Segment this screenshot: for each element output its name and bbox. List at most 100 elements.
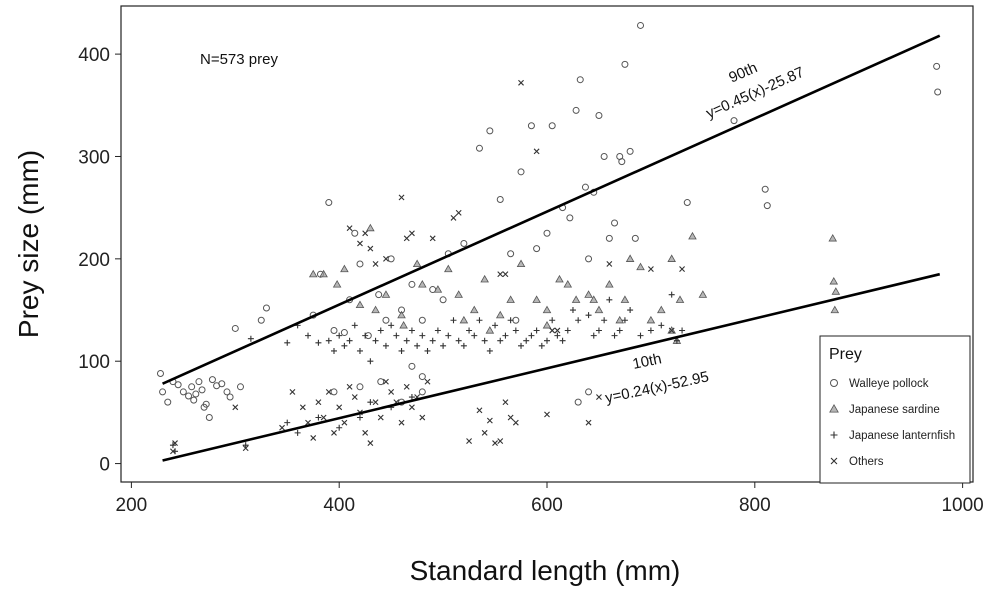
point-japanese-sardine	[340, 264, 349, 273]
point-others	[383, 255, 389, 262]
point-japanese-lanternfish	[559, 337, 566, 344]
point-japanese-lanternfish	[367, 358, 374, 365]
point-walleye-pollock	[460, 239, 468, 247]
point-others	[668, 327, 675, 334]
point-japanese-lanternfish	[518, 342, 525, 349]
point-japanese-lanternfish	[388, 322, 395, 329]
point-japanese-sardine	[542, 320, 552, 329]
point-walleye-pollock	[226, 393, 234, 401]
n-annotation: N=573 prey	[200, 51, 278, 68]
point-others	[320, 414, 327, 421]
point-japanese-sardine	[495, 310, 505, 319]
point-japanese-lanternfish	[486, 347, 493, 354]
point-japanese-lanternfish	[497, 337, 504, 344]
point-japanese-sardine	[480, 274, 489, 283]
point-japanese-lanternfish	[398, 347, 405, 354]
point-walleye-pollock	[763, 202, 771, 210]
point-japanese-lanternfish	[549, 317, 556, 324]
point-others	[367, 440, 374, 447]
point-others	[533, 148, 540, 155]
point-japanese-lanternfish	[294, 429, 301, 436]
point-japanese-sardine	[355, 300, 365, 309]
point-others	[408, 230, 415, 237]
point-others	[647, 266, 654, 273]
point-walleye-pollock	[543, 229, 551, 237]
point-others	[362, 429, 369, 436]
point-japanese-lanternfish	[372, 337, 379, 344]
point-japanese-sardine	[646, 315, 656, 324]
percentile-line-90th	[162, 34, 941, 385]
point-walleye-pollock	[486, 127, 494, 135]
point-japanese-lanternfish	[377, 327, 384, 334]
point-japanese-lanternfish	[528, 332, 535, 339]
point-japanese-lanternfish	[393, 332, 400, 339]
legend-marker-walleye-pollock	[830, 379, 838, 387]
legend-label-japanese-sardine: Japanese sardine	[849, 404, 940, 416]
point-japanese-lanternfish	[284, 419, 291, 426]
point-walleye-pollock	[637, 21, 645, 29]
point-japanese-sardine	[516, 259, 526, 268]
x-tick-label: 200	[116, 495, 148, 516]
point-walleye-pollock	[351, 229, 359, 237]
legend-title: Prey	[829, 346, 862, 363]
legend-label-walleye-pollock: Walleye pollock	[849, 378, 929, 390]
point-others	[419, 414, 426, 421]
point-others	[492, 440, 498, 447]
point-japanese-sardine	[589, 295, 599, 303]
point-walleye-pollock	[517, 168, 525, 176]
point-japanese-sardine	[620, 295, 630, 303]
point-japanese-lanternfish	[356, 414, 363, 421]
point-walleye-pollock	[683, 199, 691, 207]
point-japanese-sardine	[459, 315, 469, 324]
point-walleye-pollock	[512, 316, 520, 324]
point-walleye-pollock	[418, 316, 426, 324]
point-japanese-sardine	[605, 280, 614, 288]
point-walleye-pollock	[548, 122, 556, 130]
point-japanese-sardine	[657, 305, 666, 314]
point-walleye-pollock	[408, 280, 416, 288]
point-japanese-sardine	[332, 280, 342, 288]
point-walleye-pollock	[156, 369, 164, 377]
point-japanese-lanternfish	[544, 337, 550, 344]
point-walleye-pollock	[572, 106, 580, 114]
point-japanese-sardine	[454, 290, 463, 298]
point-others	[341, 419, 348, 426]
point-japanese-lanternfish	[492, 322, 499, 329]
point-walleye-pollock	[330, 388, 338, 396]
point-others	[512, 419, 519, 426]
point-japanese-sardine	[532, 295, 541, 303]
point-japanese-sardine	[371, 305, 380, 314]
point-japanese-lanternfish	[538, 342, 545, 349]
point-walleye-pollock	[262, 304, 270, 312]
line-10-label: 10th	[631, 350, 663, 373]
percentile-lines	[162, 34, 941, 462]
point-japanese-sardine	[571, 295, 581, 303]
point-walleye-pollock	[192, 390, 200, 398]
point-japanese-lanternfish	[336, 424, 343, 431]
point-walleye-pollock	[730, 117, 738, 125]
point-japanese-lanternfish	[242, 442, 249, 449]
point-japanese-lanternfish	[351, 322, 358, 329]
point-walleye-pollock	[159, 388, 167, 396]
y-tick-label: 100	[78, 352, 110, 373]
point-japanese-sardine	[698, 290, 708, 298]
point-walleye-pollock	[605, 234, 613, 242]
point-others	[279, 424, 285, 431]
point-japanese-lanternfish	[564, 327, 571, 334]
point-japanese-lanternfish	[408, 394, 415, 401]
point-japanese-lanternfish	[445, 332, 452, 339]
point-japanese-lanternfish	[507, 317, 514, 324]
point-japanese-lanternfish	[533, 327, 540, 334]
y-tick-label: 400	[78, 45, 110, 66]
point-others	[502, 271, 509, 278]
point-walleye-pollock	[174, 381, 182, 389]
point-others	[372, 261, 379, 267]
point-japanese-lanternfish	[403, 337, 410, 344]
point-japanese-lanternfish	[606, 296, 613, 303]
point-others	[346, 225, 353, 232]
point-japanese-lanternfish	[356, 347, 363, 354]
x-tick-label: 600	[531, 495, 563, 516]
point-others	[679, 266, 686, 273]
point-walleye-pollock	[595, 112, 603, 120]
point-japanese-lanternfish	[523, 337, 530, 344]
